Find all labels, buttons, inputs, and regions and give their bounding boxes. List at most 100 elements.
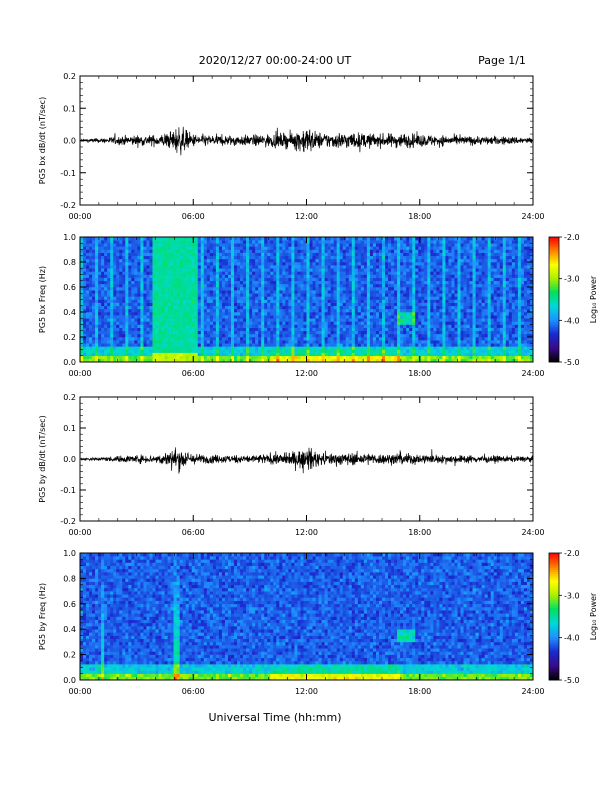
spectrogram-cell: [324, 293, 328, 297]
spectrogram-cell: [342, 340, 347, 344]
spectrogram-cell: [89, 243, 93, 247]
spectrogram-cell: [140, 324, 144, 328]
spectrogram-cell: [249, 340, 253, 344]
spectrogram-cell: [357, 352, 362, 357]
spectrogram-cell: [188, 321, 193, 325]
spectrogram-cell: [321, 240, 325, 244]
spectrogram-cell: [143, 318, 147, 322]
spectrogram-cell: [128, 265, 132, 269]
spectrogram-cell: [445, 333, 449, 338]
spectrogram-cell: [83, 318, 87, 322]
spectrogram-cell: [176, 349, 180, 353]
spectrogram-cell: [442, 330, 446, 335]
spectrogram-cell: [140, 287, 144, 291]
spectrogram-cell: [261, 355, 265, 360]
spectrogram-cell: [164, 237, 168, 241]
spectrogram-cell: [288, 340, 292, 344]
spectrogram-cell: [306, 296, 310, 300]
spectrogram-cell: [258, 255, 262, 260]
spectrogram-cell: [388, 271, 392, 275]
spectrogram-cell: [318, 274, 322, 278]
spectrogram-cell: [224, 315, 229, 319]
spectrogram-cell: [439, 240, 443, 244]
spectrogram-cell: [146, 352, 150, 357]
spectrogram-cell: [173, 299, 177, 303]
spectrogram-cell: [318, 290, 322, 294]
spectrogram-cell: [252, 299, 256, 303]
spectrogram-cell: [125, 283, 129, 288]
spectrogram-cell: [400, 287, 404, 291]
spectrogram-cell: [427, 340, 431, 344]
spectrogram-cell: [164, 358, 168, 363]
spectrogram-cell: [412, 252, 416, 257]
spectrogram-cell: [348, 258, 353, 263]
spectrogram-cell: [288, 255, 292, 260]
spectrogram-cell: [128, 346, 132, 350]
spectrogram-cell: [303, 355, 307, 360]
spectrogram-cell: [318, 324, 322, 328]
spectrogram-cell: [436, 299, 440, 303]
spectrogram-cell: [185, 296, 190, 300]
spectrogram-cell: [92, 333, 96, 338]
spectrogram-cell: [312, 346, 316, 350]
spectrogram-cell: [212, 290, 217, 294]
spectrogram-cell: [336, 312, 341, 316]
spectrogram-cell: [348, 343, 353, 347]
spectrogram-cell: [128, 249, 132, 253]
spectrogram-cell: [185, 252, 190, 257]
spectrogram-cell: [397, 349, 401, 353]
spectrogram-cell: [288, 358, 292, 363]
spectrogram-cell: [158, 349, 162, 353]
spectrogram-cell: [394, 280, 398, 285]
spectrogram-cell: [185, 271, 190, 275]
spectrogram-cell: [297, 290, 301, 294]
spectrogram-cell: [161, 333, 165, 338]
spectrogram-cell: [221, 243, 226, 247]
spectrogram-cell: [303, 243, 307, 247]
spectrogram-cell: [119, 274, 123, 278]
spectrogram-cell: [412, 315, 416, 319]
spectrogram-cell: [264, 337, 268, 341]
spectrogram-cell: [164, 268, 168, 272]
spectrogram-cell: [403, 355, 407, 360]
spectrogram-cell: [324, 283, 328, 288]
spectrogram-cell: [95, 252, 99, 257]
spectrogram-cell: [107, 296, 111, 300]
spectrogram-cell: [385, 340, 389, 344]
spectrogram-cell: [330, 249, 334, 253]
spectrogram-cell: [234, 268, 238, 272]
spectrogram-cell: [409, 312, 413, 316]
spectrogram-cell: [107, 340, 111, 344]
spectrogram-cell: [439, 318, 443, 322]
spectrogram-cell: [285, 262, 289, 266]
spectrogram-cell: [403, 302, 407, 307]
spectrogram-cell: [255, 349, 259, 353]
spectrogram-cell: [101, 324, 105, 328]
spectrogram-cell: [179, 255, 183, 260]
spectrogram-cell: [176, 246, 180, 250]
spectrogram-cell: [439, 252, 443, 257]
spectrogram-cell: [400, 265, 404, 269]
spectrogram-cell: [348, 346, 353, 350]
spectrogram-cell: [339, 293, 344, 297]
spectrogram-cell: [149, 293, 153, 297]
spectrogram-cell: [152, 324, 156, 328]
spectrogram-cell: [360, 318, 365, 322]
spectrogram-cell: [255, 237, 259, 241]
spectrogram-cell: [146, 318, 150, 322]
spectrogram-cell: [339, 358, 344, 363]
spectrogram-cell: [339, 312, 344, 316]
spectrogram-cell: [101, 349, 105, 353]
spectrogram-cell: [249, 315, 253, 319]
spectrogram-cell: [372, 324, 377, 328]
spectrogram-cell: [388, 343, 392, 347]
spectrogram-cell: [155, 318, 159, 322]
spectrogram-cell: [119, 333, 123, 338]
spectrogram-cell: [333, 346, 337, 350]
spectrogram-cell: [273, 349, 277, 353]
spectrogram-cell: [360, 346, 365, 350]
spectrogram-cell: [243, 290, 247, 294]
spectrogram-cell: [137, 252, 141, 257]
spectrogram-cell: [318, 340, 322, 344]
spectrogram-cell: [246, 262, 250, 266]
